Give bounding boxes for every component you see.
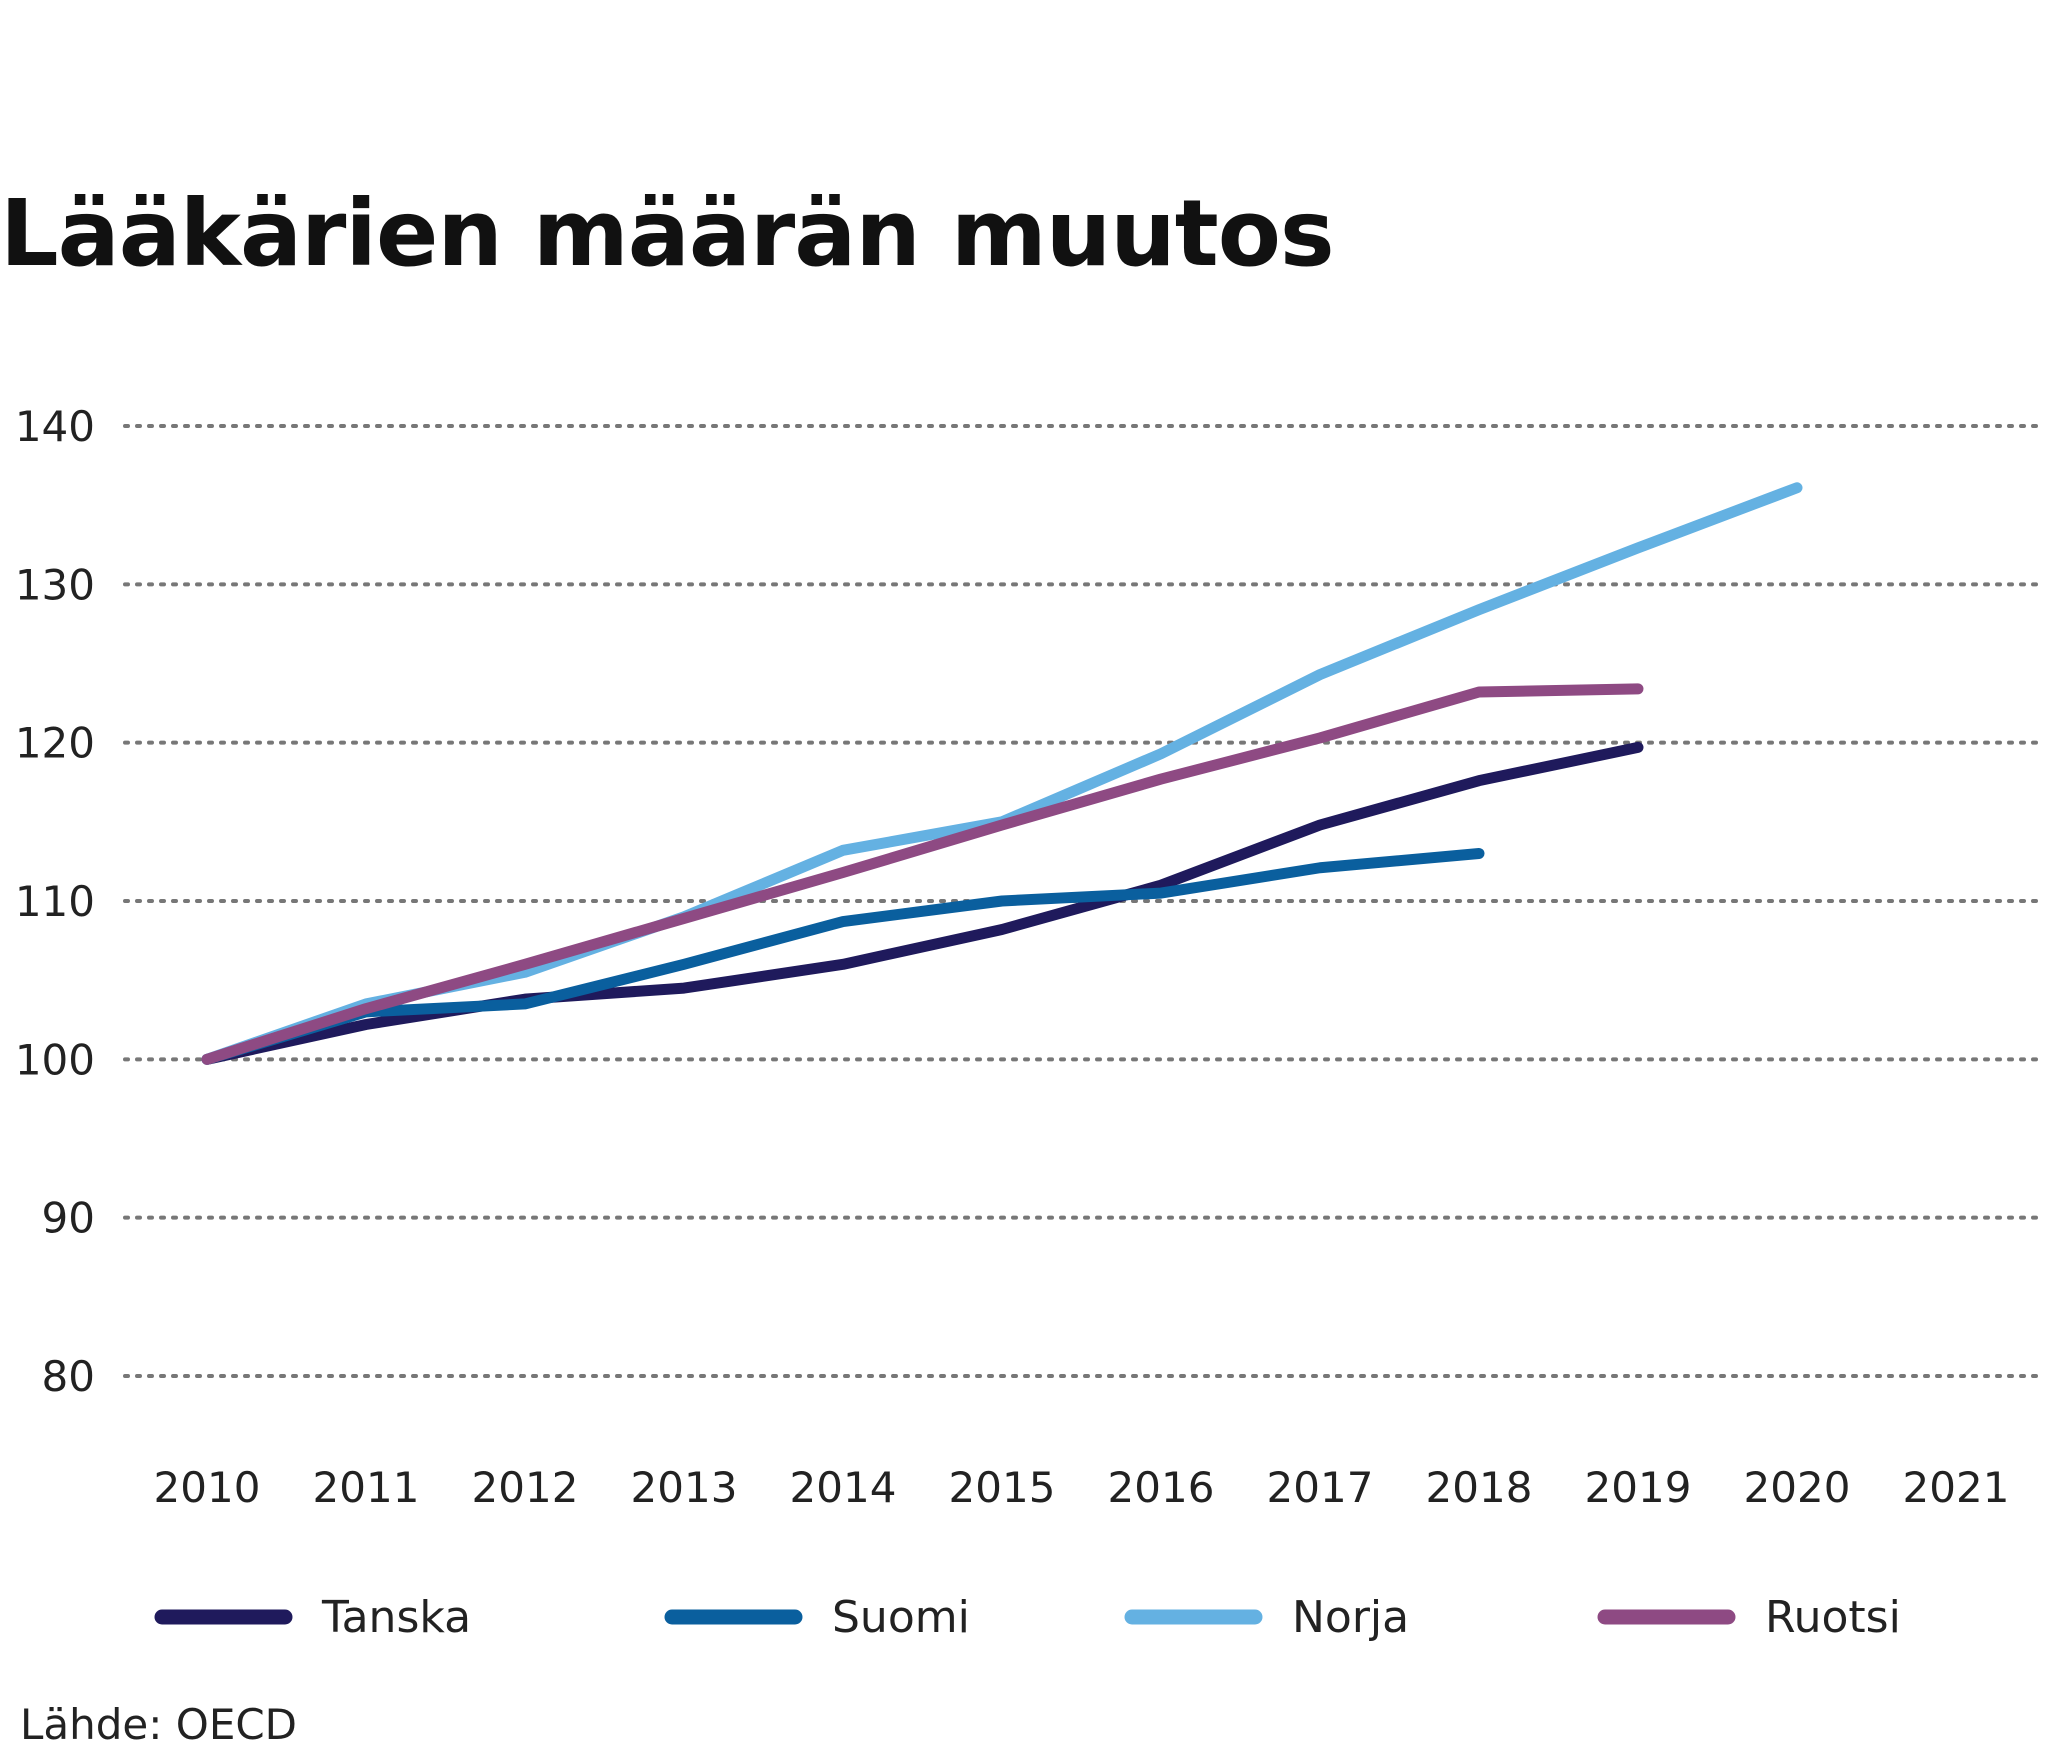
- series-lines: [201, 482, 1803, 1065]
- legend-label-ruotsi: Ruotsi: [1765, 1592, 1901, 1643]
- x-tick-label-2014: 2014: [790, 1463, 897, 1512]
- legend-label-suomi: Suomi: [832, 1592, 970, 1643]
- series-line-suomi: [201, 848, 1485, 1065]
- series-line-ruotsi: [201, 683, 1644, 1065]
- x-tick-label-2020: 2020: [1744, 1463, 1851, 1512]
- chart-title: Lääkärien määrän muutos: [0, 180, 1335, 287]
- y-tick-label-130: 130: [15, 560, 95, 609]
- legend-label-tanska: Tanska: [321, 1592, 471, 1643]
- x-tick-label-2013: 2013: [631, 1463, 738, 1512]
- x-tick-label-2010: 2010: [154, 1463, 261, 1512]
- y-tick-label-100: 100: [15, 1035, 95, 1084]
- x-tick-label-2011: 2011: [313, 1463, 420, 1512]
- y-tick-label-110: 110: [15, 877, 95, 926]
- gridlines: [123, 424, 2042, 1378]
- series-line-norja: [201, 482, 1803, 1065]
- x-tick-label-2019: 2019: [1585, 1463, 1692, 1512]
- source-note: Lähde: OECD: [20, 1700, 298, 1749]
- x-tick-label-2015: 2015: [949, 1463, 1056, 1512]
- y-tick-label-120: 120: [15, 719, 95, 768]
- y-tick-label-140: 140: [15, 402, 95, 451]
- x-tick-label-2018: 2018: [1426, 1463, 1533, 1512]
- y-axis-ticks: 80 90 100 110 120 130 140: [15, 402, 95, 1401]
- x-tick-label-2017: 2017: [1267, 1463, 1374, 1512]
- legend: Tanska Suomi Norja Ruotsi: [154, 1592, 1901, 1643]
- x-axis-ticks: 2010 2011 2012 2013 2014 2015 2016 2017 2018 2019…: [154, 1463, 2010, 1512]
- x-tick-label-2021: 2021: [1903, 1463, 2010, 1512]
- y-tick-label-80: 80: [42, 1352, 95, 1401]
- x-tick-label-2016: 2016: [1108, 1463, 1215, 1512]
- x-tick-label-2012: 2012: [472, 1463, 579, 1512]
- y-tick-label-90: 90: [42, 1194, 95, 1243]
- legend-label-norja: Norja: [1292, 1592, 1409, 1643]
